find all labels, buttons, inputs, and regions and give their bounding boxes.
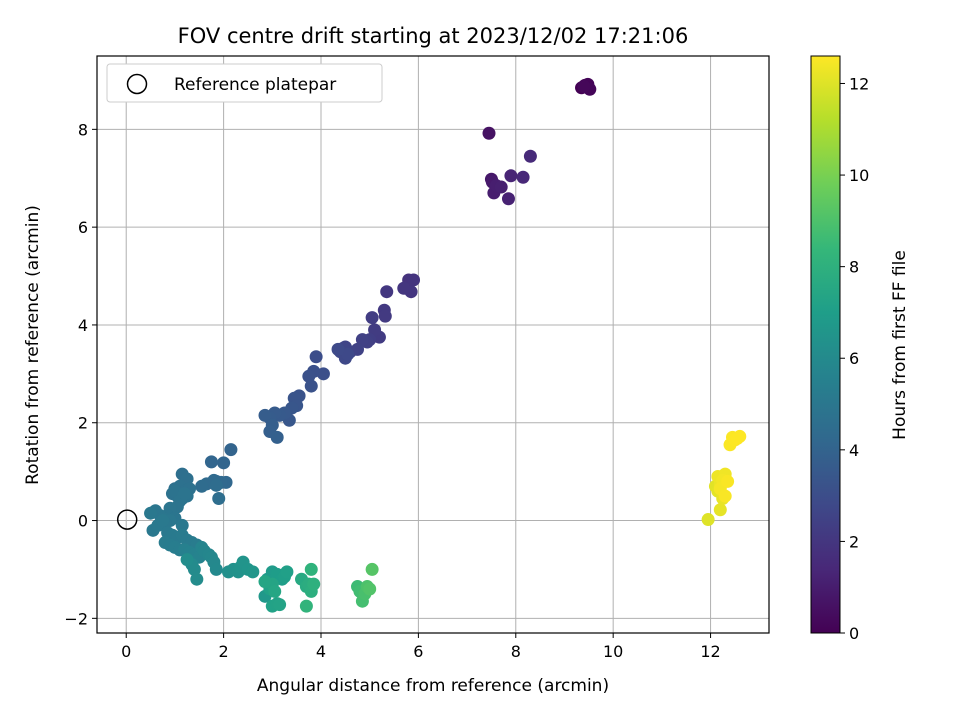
x-axis-label: Angular distance from reference (arcmin) [257, 676, 609, 696]
colorbar-tick-label: 2 [849, 532, 859, 551]
data-point [270, 430, 284, 444]
y-tick-label: 8 [78, 120, 88, 139]
y-tick-label: 6 [78, 218, 88, 237]
reference-platepar-marker [116, 509, 138, 530]
data-point [355, 333, 369, 347]
legend: Reference platepar [106, 63, 383, 103]
colorbar-tick-label: 8 [849, 258, 859, 277]
data-point [209, 562, 223, 576]
data-point [365, 562, 379, 576]
data-point [577, 79, 591, 93]
data-point [187, 562, 201, 576]
data-point [180, 553, 194, 567]
colorbar-tick-label: 4 [849, 441, 859, 460]
colorbar-tick-label: 6 [849, 349, 859, 368]
x-tick-label: 6 [413, 642, 423, 661]
data-point [190, 572, 204, 586]
data-point [523, 149, 537, 163]
data-point [494, 180, 508, 194]
x-tick-label: 10 [603, 642, 623, 661]
data-point [195, 479, 209, 493]
y-tick-label: 4 [78, 316, 88, 335]
data-point [307, 577, 321, 591]
data-point [217, 456, 231, 470]
data-point [268, 584, 282, 598]
data-point [246, 565, 260, 579]
x-tick-label: 2 [219, 642, 229, 661]
data-point [258, 408, 272, 422]
data-point [316, 367, 330, 381]
y-axis-ticks: −2 0 2 4 6 8 [64, 120, 97, 628]
data-point [302, 369, 316, 383]
data-point [299, 599, 313, 613]
legend-reference-marker [126, 73, 148, 95]
y-tick-label: 0 [78, 512, 88, 531]
data-point [378, 309, 392, 323]
data-point [701, 513, 715, 527]
y-tick-label: 2 [78, 414, 88, 433]
data-point [204, 455, 218, 469]
data-point [341, 347, 355, 361]
data-point [304, 562, 318, 576]
data-point [273, 598, 287, 612]
data-point [175, 518, 189, 532]
data-point [156, 514, 170, 528]
grid-lines [97, 56, 769, 633]
data-point [718, 489, 732, 503]
plot-frame [96, 55, 770, 634]
x-tick-label: 8 [511, 642, 521, 661]
colorbar-ticks: 0 2 4 6 8 10 12 [840, 74, 869, 643]
data-point [730, 431, 744, 445]
data-points [144, 77, 747, 613]
data-point [368, 323, 382, 337]
data-point [482, 126, 496, 140]
y-tick-label: −2 [64, 609, 88, 628]
data-point [380, 285, 394, 299]
colorbar-label: Hours from first FF file [890, 250, 910, 440]
data-point [209, 478, 223, 492]
colorbar-tick-label: 12 [849, 74, 869, 93]
legend-entry-reference-platepar: Reference platepar [174, 75, 336, 95]
x-tick-label: 0 [121, 642, 131, 661]
data-point [365, 311, 379, 325]
data-point [280, 565, 294, 579]
y-axis-label: Rotation from reference (arcmin) [23, 205, 43, 485]
x-axis-ticks: 0 2 4 6 8 10 12 [121, 633, 721, 661]
data-point [178, 487, 192, 501]
chart-title: FOV centre drift starting at 2023/12/02 … [178, 24, 689, 48]
legend-box [106, 63, 383, 103]
data-point [258, 575, 272, 589]
data-point [501, 192, 515, 206]
data-point [144, 506, 158, 520]
data-point [212, 492, 226, 506]
colorbar: 0 2 4 6 8 10 12 Hours from first FF file [810, 55, 910, 643]
colorbar-tick-label: 10 [849, 166, 869, 185]
colorbar-tick-label: 0 [849, 624, 859, 643]
data-point [331, 342, 345, 356]
data-point [721, 474, 735, 488]
data-point [168, 484, 182, 498]
x-tick-label: 4 [316, 642, 326, 661]
data-point [516, 170, 530, 184]
x-tick-label: 12 [700, 642, 720, 661]
data-point [304, 379, 318, 393]
data-point [504, 169, 518, 183]
data-point [363, 582, 377, 596]
data-point [407, 273, 421, 287]
data-point [224, 443, 238, 457]
data-point [713, 503, 727, 517]
data-point [397, 281, 411, 295]
colorbar-gradient [810, 55, 841, 634]
data-point [309, 350, 323, 364]
